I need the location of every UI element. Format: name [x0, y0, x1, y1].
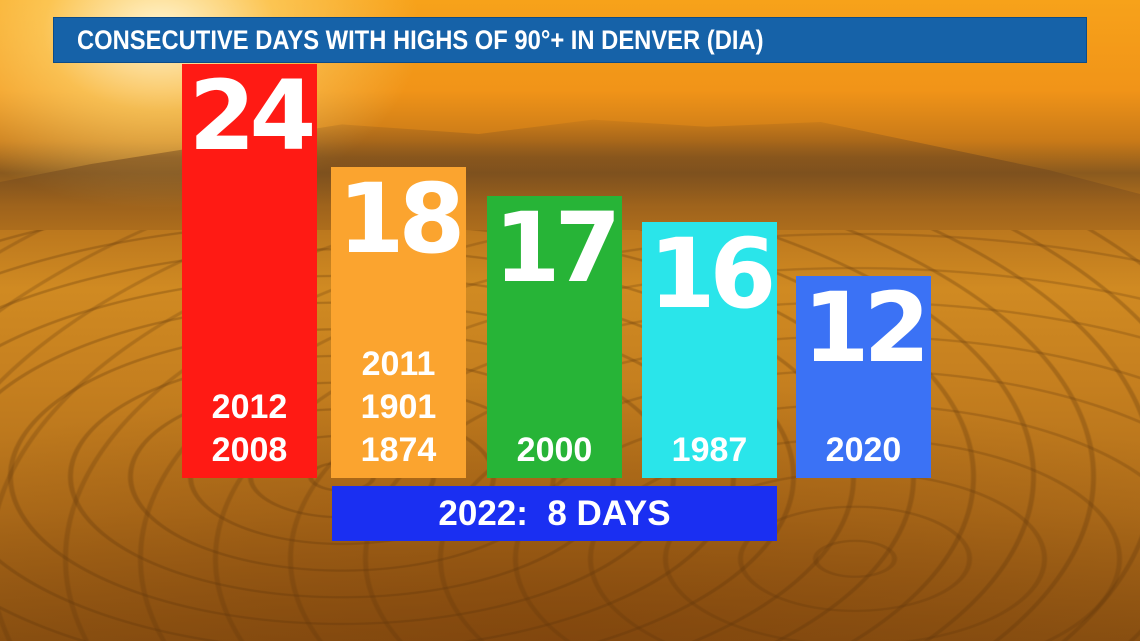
bar-value: 17: [493, 192, 622, 304]
year-label: 2012: [211, 388, 288, 426]
bar-years: 2011 1901 1874: [331, 343, 466, 472]
bar-16-days: 16 1987: [642, 222, 777, 478]
bar-years: 2020: [796, 429, 931, 472]
bar-24-days: 24 2012 2008: [182, 64, 317, 478]
bar-value: 18: [337, 163, 466, 275]
chart-title: CONSECUTIVE DAYS WITH HIGHS OF 90°+ IN D…: [77, 25, 764, 55]
bar-value: 12: [802, 272, 931, 384]
bar-years: 2000: [487, 429, 622, 472]
year-label: 2011: [361, 345, 436, 383]
year-label: 2008: [211, 431, 288, 469]
title-bar: CONSECUTIVE DAYS WITH HIGHS OF 90°+ IN D…: [53, 17, 1087, 63]
year-label: 2000: [516, 431, 593, 469]
year-label: 2020: [825, 431, 902, 469]
bar-years: 2012 2008: [182, 386, 317, 472]
year-label: 1987: [671, 431, 748, 469]
bar-value: 24: [188, 60, 317, 172]
bar-years: 1987: [642, 429, 777, 472]
bar-12-days: 12 2020: [796, 276, 931, 478]
year-label: 1901: [360, 388, 437, 426]
bar-value: 16: [648, 218, 777, 330]
bar-17-days: 17 2000: [487, 196, 622, 478]
current-year-banner: 2022: 8 DAYS: [332, 486, 777, 541]
year-label: 1874: [360, 431, 437, 469]
bar-18-days: 18 2011 1901 1874: [331, 167, 466, 478]
